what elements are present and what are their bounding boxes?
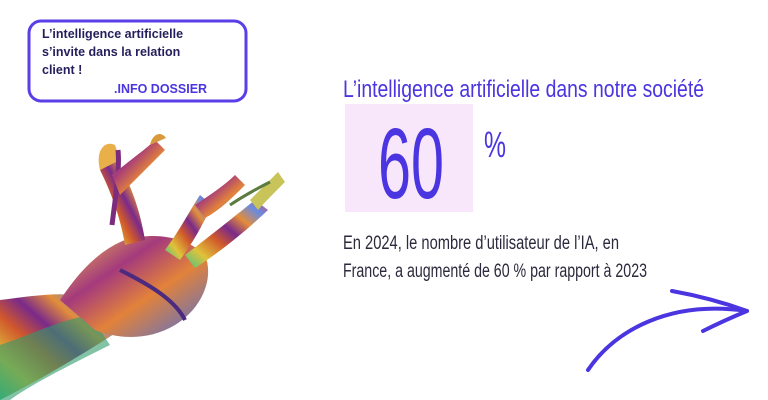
badge-line: L’intelligence artificielle: [42, 27, 183, 41]
robot-hand: [0, 134, 285, 400]
badge-tag: .INFO DOSSIER: [114, 82, 207, 96]
stat-number: 60: [378, 108, 444, 220]
badge-box: [27, 19, 248, 103]
heading: L’intelligence artificielle dans notre s…: [343, 76, 704, 103]
arrow: [586, 289, 749, 372]
stat-unit: %: [484, 124, 506, 165]
stat-highlight: [345, 104, 473, 212]
badge-line: client !: [42, 63, 82, 77]
description-line: France, a augmenté de 60 % par rapport à…: [343, 261, 647, 282]
description-line: En 2024, le nombre d’utilisateur de l’IA…: [343, 233, 619, 254]
badge-line: s’invite dans la relation: [42, 45, 180, 59]
